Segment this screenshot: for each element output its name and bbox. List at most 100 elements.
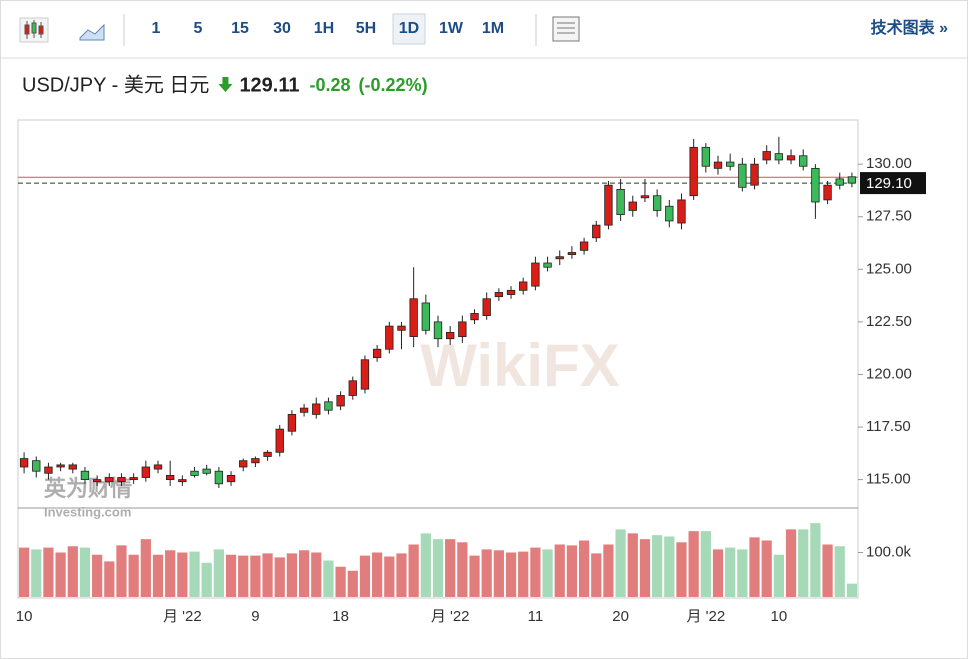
- volume-bar: [408, 544, 419, 597]
- candle-body: [275, 428, 284, 453]
- tech-chart-link[interactable]: 技术图表 »: [871, 18, 948, 37]
- candle-body: [494, 292, 504, 298]
- y-tick-label: 130.00: [866, 155, 912, 172]
- logo-en: Investing.com: [44, 504, 131, 519]
- x-tick-label: 9: [251, 608, 259, 625]
- volume-bar: [128, 554, 139, 597]
- interval-button[interactable]: 1M: [482, 20, 504, 37]
- candle-body: [555, 256, 564, 260]
- candle-body: [519, 281, 528, 291]
- volume-bar: [700, 531, 711, 597]
- interval-button[interactable]: 1H: [314, 20, 334, 37]
- volume-bar: [627, 533, 638, 597]
- candle-body: [226, 475, 236, 483]
- candle-body: [32, 460, 41, 472]
- volume-bar: [177, 552, 188, 597]
- volume-tick-label: 100.0k: [866, 543, 912, 560]
- volume-bar: [652, 535, 663, 597]
- volume-bar: [165, 550, 176, 597]
- volume-bar: [238, 555, 249, 597]
- area-icon[interactable]: [79, 23, 105, 41]
- candle-body: [397, 325, 406, 331]
- candle-body: [336, 395, 345, 407]
- volume-bar: [432, 539, 444, 597]
- last-price-label: 129.10: [866, 175, 912, 192]
- candle-body: [385, 325, 394, 350]
- volume-bar: [505, 552, 517, 597]
- price: 129.11: [239, 74, 299, 96]
- volume-bar: [43, 547, 54, 597]
- candle-body: [628, 201, 637, 211]
- candle-body: [421, 302, 431, 331]
- volume-bar: [603, 544, 614, 597]
- volume-bar: [578, 540, 590, 597]
- interval-button[interactable]: 1D: [399, 20, 419, 37]
- table-icon[interactable]: [552, 16, 580, 42]
- candle-body: [251, 458, 260, 464]
- candle-body: [433, 321, 443, 340]
- volume-bar: [55, 552, 66, 597]
- x-tick-label: 11: [528, 608, 544, 625]
- volume-bar: [676, 542, 687, 597]
- interval-button[interactable]: 15: [231, 20, 249, 37]
- candle-body: [458, 321, 467, 338]
- volume-bar: [518, 551, 529, 597]
- volume-bar: [846, 583, 858, 597]
- plot-frame: [17, 119, 859, 599]
- last-price-box: [860, 172, 926, 195]
- volume-bar: [189, 551, 200, 597]
- candle-body: [567, 252, 577, 255]
- x-tick-label: 月 '22: [431, 608, 470, 625]
- volume-bar: [761, 540, 772, 597]
- volume-bar: [445, 539, 456, 597]
- volume-bar: [274, 557, 285, 597]
- volume-bar: [798, 529, 809, 597]
- volume-bar: [79, 547, 91, 597]
- y-tick-label: 115.00: [866, 471, 911, 488]
- candle-body: [762, 151, 771, 161]
- y-tick-label: 125.00: [866, 260, 912, 277]
- volume-bar: [225, 554, 237, 597]
- candle-body: [190, 470, 199, 476]
- interval-button[interactable]: 30: [273, 20, 291, 37]
- y-tick-label: 127.50: [866, 208, 912, 225]
- candle-body: [44, 466, 53, 474]
- volume-bar: [664, 536, 675, 597]
- interval-button[interactable]: 1: [152, 20, 161, 37]
- candle-body: [165, 475, 175, 481]
- volume-bar: [384, 556, 395, 597]
- candle-body: [799, 155, 808, 167]
- watermark: WikiFX: [420, 332, 619, 399]
- candle-body: [263, 451, 272, 457]
- volume-bar: [688, 531, 699, 597]
- interval-button[interactable]: 1W: [439, 20, 464, 37]
- candle-body: [786, 155, 796, 161]
- volume-bar: [262, 553, 273, 597]
- volume-bar: [810, 523, 821, 597]
- x-tick-label: 10: [16, 608, 33, 625]
- down-arrow: [218, 77, 233, 92]
- x-tick-label: 20: [612, 608, 629, 625]
- candle-body: [689, 146, 698, 197]
- candle-body: [178, 479, 187, 483]
- volume-bar: [785, 529, 797, 597]
- volume-bar: [323, 560, 334, 597]
- candle-body: [579, 241, 589, 251]
- candle-body: [239, 460, 248, 468]
- volume-bar: [530, 547, 541, 597]
- candle-body: [409, 298, 418, 338]
- candle-body: [312, 403, 321, 415]
- volume-bar: [250, 555, 261, 597]
- pair-title: USD/JPY - 美元 日元: [22, 73, 209, 96]
- interval-button[interactable]: 5H: [356, 20, 376, 37]
- volume-bar: [92, 554, 103, 597]
- volume-bar: [213, 549, 224, 597]
- candle-body: [129, 477, 138, 481]
- volume-bar: [420, 533, 431, 597]
- volume-bar: [554, 544, 565, 597]
- y-tick-label: 122.50: [866, 313, 912, 330]
- candle-icon[interactable]: [19, 17, 49, 43]
- volume-bar: [457, 542, 468, 597]
- interval-button[interactable]: 5: [194, 20, 203, 37]
